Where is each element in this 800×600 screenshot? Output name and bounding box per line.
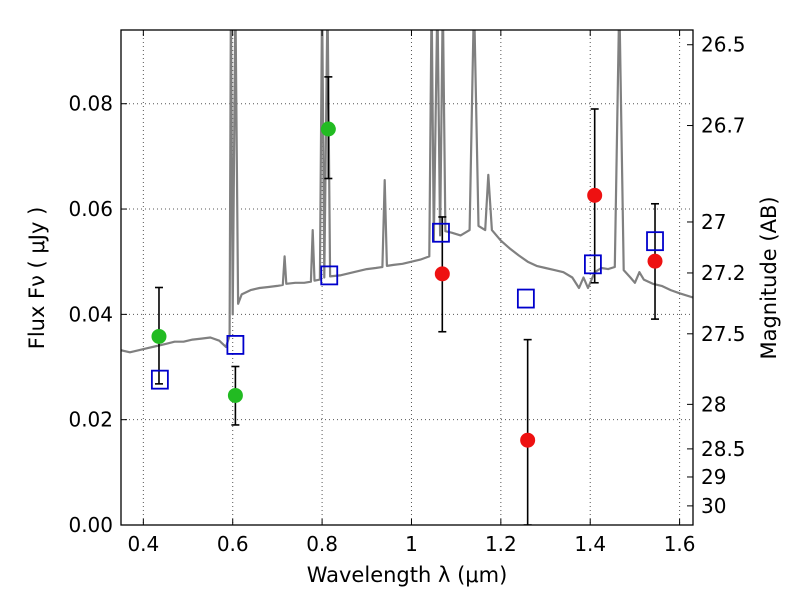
model-point <box>584 254 602 275</box>
data-point <box>151 328 167 344</box>
y2-tick-label: 27.5 <box>701 322 746 346</box>
y2-tick-label: 29 <box>701 465 726 489</box>
y-axis-label: Flux Fν ( μJy ) <box>25 207 49 350</box>
ticks <box>121 30 693 526</box>
x-tick-label: 1.2 <box>485 532 517 556</box>
data-point <box>587 187 603 203</box>
spectrum-layer <box>121 30 693 354</box>
data-point <box>520 432 536 448</box>
spectrum-line <box>121 30 693 354</box>
y-tick-label: 0.04 <box>68 302 113 326</box>
plot-area <box>121 30 693 525</box>
x-tick-label: 1.6 <box>664 532 696 556</box>
y2-tick-label: 26.5 <box>701 33 746 57</box>
y2-axis-label: Magnitude (AB) <box>757 196 781 359</box>
y2-tick-label: 28.5 <box>701 437 746 461</box>
y2-tick-label: 27 <box>701 210 726 234</box>
x-tick-label: 0.4 <box>127 532 159 556</box>
tick-labels: 0.4 0.6 0.8 1 1.2 1.4 1.6 0.00 0.02 0.04 0.06 0.08 2… <box>68 33 745 556</box>
data-point <box>227 387 243 403</box>
x-tick-label: 0.8 <box>306 532 338 556</box>
model-point <box>226 335 245 355</box>
x-tick-label: 1.4 <box>574 532 606 556</box>
y2-tick-label: 26.7 <box>701 114 746 138</box>
x-tick-label: 1 <box>405 532 418 556</box>
model-point <box>432 222 450 243</box>
data-point <box>320 121 336 137</box>
model-point <box>320 265 339 286</box>
data-point <box>434 266 450 282</box>
model-point <box>150 369 169 390</box>
y-tick-label: 0.06 <box>68 197 113 221</box>
y-tick-label: 0.00 <box>68 513 113 537</box>
model-point <box>646 231 664 252</box>
model-point <box>516 288 535 309</box>
x-axis-label: Wavelength λ (μm) <box>307 563 508 587</box>
y-tick-label: 0.02 <box>68 408 113 432</box>
marker-layer <box>150 121 664 448</box>
y2-tick-label: 28 <box>701 392 726 416</box>
x-tick-label: 0.6 <box>217 532 249 556</box>
y2-tick-label: 27.2 <box>701 261 746 285</box>
y-tick-label: 0.08 <box>68 92 113 116</box>
data-point <box>647 253 663 269</box>
plot-frame <box>120 29 694 526</box>
y2-tick-label: 30 <box>701 494 726 518</box>
